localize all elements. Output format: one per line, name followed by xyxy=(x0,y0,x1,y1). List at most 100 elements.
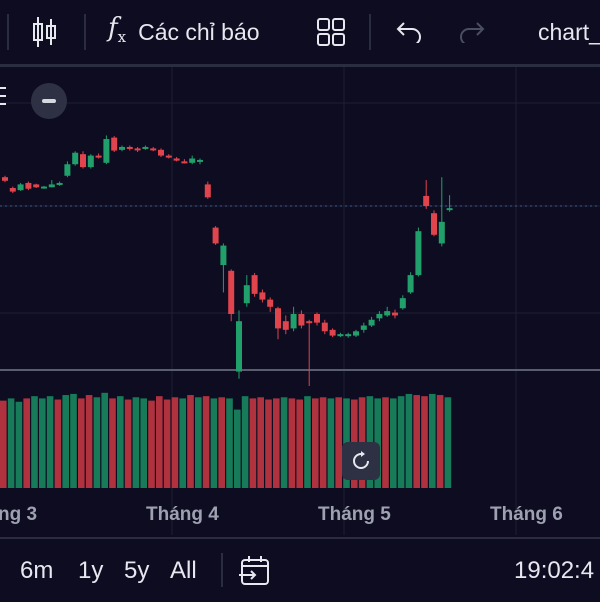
redo-button[interactable] xyxy=(458,0,486,64)
volume-bar xyxy=(444,397,452,488)
grid-layout-icon xyxy=(317,18,345,46)
range-6m-button[interactable]: 6m xyxy=(20,556,54,584)
volume-bar xyxy=(319,397,327,488)
volume-bar xyxy=(70,393,77,488)
candle-body xyxy=(25,182,32,189)
chart-name-button[interactable]: chart_ xyxy=(538,0,600,64)
layout-button[interactable] xyxy=(316,0,346,64)
candle-body xyxy=(376,314,383,319)
toolbar-divider xyxy=(369,14,371,50)
candle-body xyxy=(181,161,188,164)
clock-readout: 19:02:4 xyxy=(514,556,595,584)
volume-bar xyxy=(257,397,264,488)
candlestick-chart-type-button[interactable] xyxy=(30,0,62,64)
time-range-bar: 6m 1y 5y All 19:02:4 xyxy=(0,537,600,602)
candle-body xyxy=(158,149,164,156)
volume-bar xyxy=(397,396,405,488)
volume-bar xyxy=(62,395,69,488)
volume-bar xyxy=(140,398,147,488)
candle-body xyxy=(282,321,289,330)
range-1y-button[interactable]: 1y xyxy=(78,556,104,584)
candle-body xyxy=(41,186,47,189)
volume-bar xyxy=(93,397,101,488)
candle-body xyxy=(446,208,453,211)
volume-bar xyxy=(0,400,7,488)
candlestick-icon xyxy=(33,17,56,47)
grid-layer xyxy=(0,67,600,535)
volume-bar xyxy=(312,398,319,488)
volume-bar xyxy=(382,397,389,488)
volume-bar xyxy=(163,399,171,488)
go-to-date-button[interactable] xyxy=(238,539,272,602)
chart-toolbar: fx Các chỉ báo chart_ xyxy=(0,0,600,67)
x-axis-label: Tháng 4 xyxy=(146,504,219,525)
volume-bar xyxy=(187,395,194,488)
volume-bar xyxy=(218,397,225,488)
calendar-arrow-icon xyxy=(239,555,269,585)
volume-bar xyxy=(249,398,257,488)
candle-body xyxy=(423,195,430,206)
volume-bar xyxy=(179,398,186,488)
candle-body xyxy=(220,245,227,266)
volume-bar xyxy=(210,398,218,488)
toolbar-divider xyxy=(7,14,9,50)
chart-area[interactable] xyxy=(0,67,600,535)
toolbar-divider xyxy=(84,14,86,50)
candle-body xyxy=(119,146,125,150)
candle-body xyxy=(384,311,391,316)
volume-bar xyxy=(226,398,233,488)
volume-bar xyxy=(288,398,296,488)
candle-body xyxy=(48,184,55,188)
reset-zoom-button[interactable] xyxy=(342,442,380,480)
candle-body xyxy=(431,213,437,235)
function-icon: fx xyxy=(108,13,127,47)
candle-body xyxy=(290,314,297,329)
candle-body xyxy=(360,325,367,330)
candle-body xyxy=(103,139,110,163)
candle-body xyxy=(204,184,211,198)
volume-bar xyxy=(23,398,30,488)
volume-bar xyxy=(46,396,54,488)
candle-body xyxy=(415,231,422,276)
volume-bar xyxy=(124,399,132,488)
volume-bar xyxy=(101,392,108,488)
candle-body xyxy=(337,334,344,337)
candlestick-chart[interactable] xyxy=(0,67,600,535)
volume-bar xyxy=(31,396,38,488)
candle-body xyxy=(243,285,250,304)
range-all-button[interactable]: All xyxy=(170,556,197,584)
volume-bar xyxy=(195,397,202,488)
volume-bar xyxy=(296,399,303,488)
candle-body xyxy=(33,184,40,188)
volume-bar xyxy=(15,401,23,488)
candle-body xyxy=(134,148,141,151)
undo-button[interactable] xyxy=(395,0,423,64)
candle-body xyxy=(189,158,196,163)
volume-bar xyxy=(171,397,179,488)
candle-body xyxy=(56,182,63,185)
indicators-button[interactable]: fx Các chỉ báo xyxy=(108,0,260,64)
volume-bar xyxy=(117,396,124,488)
candle-body xyxy=(353,331,359,336)
volume-bar xyxy=(405,393,413,488)
candle-body xyxy=(275,308,281,329)
volume-bar xyxy=(280,397,288,488)
candle-body xyxy=(173,158,180,161)
candle-body xyxy=(267,299,274,307)
menu-icon[interactable] xyxy=(0,85,6,107)
candle-body xyxy=(72,152,79,165)
candle-body xyxy=(87,155,94,168)
range-5y-button[interactable]: 5y xyxy=(124,556,150,584)
volume-bar xyxy=(436,395,444,488)
candle-body xyxy=(399,298,406,309)
candle-body xyxy=(111,137,118,151)
volume-bar xyxy=(54,399,62,488)
undo-icon xyxy=(396,22,421,43)
candle-body xyxy=(228,270,235,314)
x-axis-label: Tháng 6 xyxy=(490,504,563,525)
volume-bar xyxy=(78,398,85,488)
candle-body xyxy=(298,314,305,326)
collapse-series-button[interactable] xyxy=(31,83,67,119)
reset-icon xyxy=(353,451,369,469)
volume-bar xyxy=(109,398,116,488)
